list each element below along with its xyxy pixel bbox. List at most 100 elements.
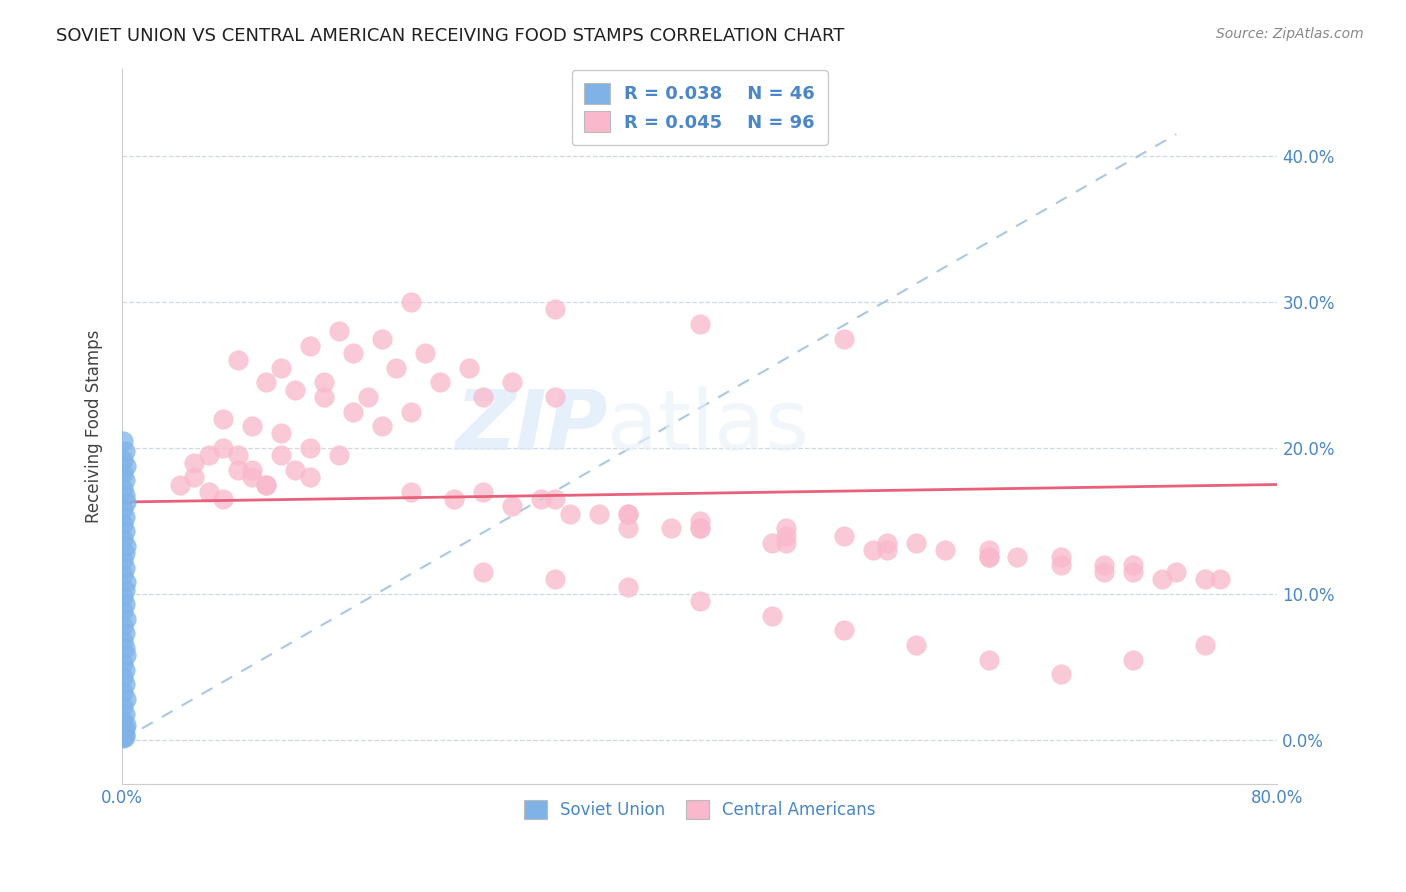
- Point: [112, 714, 135, 728]
- Point: [1092, 558, 1115, 572]
- Point: [832, 624, 855, 638]
- Text: Source: ZipAtlas.com: Source: ZipAtlas.com: [1216, 27, 1364, 41]
- Point: [775, 528, 797, 542]
- Point: [240, 463, 263, 477]
- Point: [112, 516, 135, 531]
- Point: [114, 721, 136, 735]
- Point: [114, 663, 136, 677]
- Point: [689, 521, 711, 535]
- Point: [256, 477, 278, 491]
- Point: [226, 463, 249, 477]
- Point: [115, 495, 138, 509]
- Point: [1122, 558, 1144, 572]
- Point: [1049, 558, 1071, 572]
- Point: [1049, 667, 1071, 681]
- Point: [832, 332, 855, 346]
- Point: [112, 685, 135, 699]
- Point: [501, 500, 523, 514]
- Point: [115, 575, 138, 590]
- Point: [183, 456, 205, 470]
- Point: [114, 444, 136, 458]
- Point: [112, 590, 135, 604]
- Point: [342, 346, 364, 360]
- Point: [616, 507, 638, 521]
- Point: [371, 332, 394, 346]
- Point: [472, 484, 495, 499]
- Point: [114, 597, 136, 611]
- Point: [256, 376, 278, 390]
- Point: [114, 727, 136, 741]
- Point: [689, 317, 711, 331]
- Point: [270, 448, 292, 462]
- Point: [472, 390, 495, 404]
- Point: [905, 536, 928, 550]
- Point: [876, 543, 898, 558]
- Point: [457, 360, 479, 375]
- Point: [270, 360, 292, 375]
- Point: [114, 524, 136, 539]
- Point: [314, 390, 336, 404]
- Point: [544, 302, 567, 317]
- Point: [558, 507, 581, 521]
- Point: [399, 404, 422, 418]
- Text: SOVIET UNION VS CENTRAL AMERICAN RECEIVING FOOD STAMPS CORRELATION CHART: SOVIET UNION VS CENTRAL AMERICAN RECEIVI…: [56, 27, 845, 45]
- Point: [1166, 565, 1188, 579]
- Point: [1092, 565, 1115, 579]
- Point: [112, 532, 135, 546]
- Point: [501, 376, 523, 390]
- Point: [114, 473, 136, 487]
- Point: [775, 521, 797, 535]
- Point: [112, 553, 135, 567]
- Point: [284, 383, 307, 397]
- Legend: Soviet Union, Central Americans: Soviet Union, Central Americans: [517, 793, 883, 825]
- Point: [977, 653, 1000, 667]
- Point: [212, 441, 235, 455]
- Point: [659, 521, 682, 535]
- Point: [689, 514, 711, 528]
- Point: [399, 484, 422, 499]
- Point: [1122, 653, 1144, 667]
- Point: [977, 550, 1000, 565]
- Point: [112, 482, 135, 496]
- Point: [977, 543, 1000, 558]
- Y-axis label: Receiving Food Stamps: Receiving Food Stamps: [86, 329, 103, 523]
- Point: [328, 324, 350, 338]
- Point: [689, 594, 711, 608]
- Point: [112, 466, 135, 480]
- Point: [544, 492, 567, 507]
- Point: [114, 706, 136, 721]
- Point: [415, 346, 437, 360]
- Point: [905, 638, 928, 652]
- Point: [314, 376, 336, 390]
- Point: [977, 550, 1000, 565]
- Point: [429, 376, 451, 390]
- Point: [342, 404, 364, 418]
- Point: [385, 360, 408, 375]
- Point: [1007, 550, 1029, 565]
- Text: atlas: atlas: [607, 385, 808, 467]
- Point: [284, 463, 307, 477]
- Point: [112, 656, 135, 670]
- Text: ZIP: ZIP: [454, 385, 607, 467]
- Point: [115, 718, 138, 732]
- Point: [616, 521, 638, 535]
- Point: [112, 502, 135, 516]
- Point: [112, 619, 135, 633]
- Point: [1049, 550, 1071, 565]
- Point: [114, 677, 136, 691]
- Point: [115, 648, 138, 663]
- Point: [256, 477, 278, 491]
- Point: [544, 390, 567, 404]
- Point: [328, 448, 350, 462]
- Point: [112, 434, 135, 448]
- Point: [934, 543, 956, 558]
- Point: [1194, 573, 1216, 587]
- Point: [775, 536, 797, 550]
- Point: [862, 543, 884, 558]
- Point: [115, 692, 138, 706]
- Point: [371, 419, 394, 434]
- Point: [298, 441, 321, 455]
- Point: [761, 536, 783, 550]
- Point: [112, 729, 135, 743]
- Point: [114, 640, 136, 655]
